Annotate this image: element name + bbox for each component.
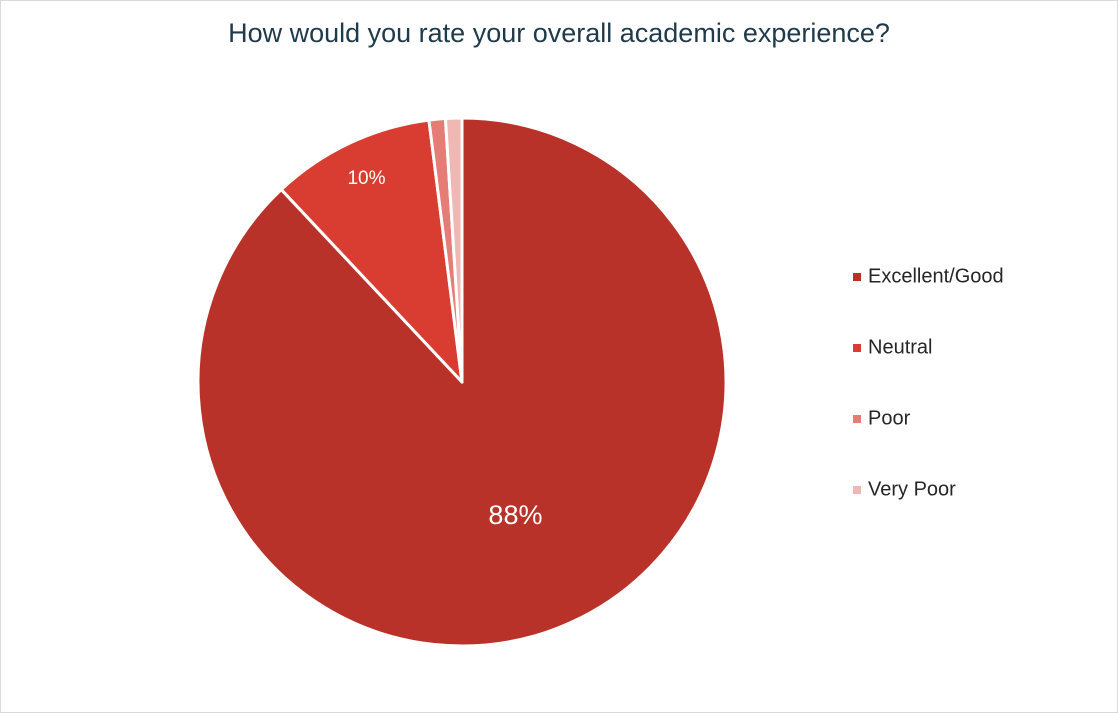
legend-swatch bbox=[853, 486, 861, 494]
legend-swatch bbox=[853, 415, 861, 423]
legend-label: Very Poor bbox=[868, 478, 956, 500]
legend-swatch bbox=[853, 344, 861, 352]
legend-label: Excellent/Good bbox=[868, 265, 1004, 287]
chart-title: How would you rate your overall academic… bbox=[228, 18, 890, 48]
data-label: 88% bbox=[488, 500, 542, 530]
data-label: 10% bbox=[347, 168, 385, 189]
legend-swatch bbox=[853, 273, 861, 281]
pie-slice bbox=[196, 116, 728, 648]
legend-label: Poor bbox=[868, 407, 911, 429]
legend-label: Neutral bbox=[868, 336, 932, 358]
pie-slice bbox=[443, 116, 464, 384]
pie-slice bbox=[279, 118, 464, 384]
